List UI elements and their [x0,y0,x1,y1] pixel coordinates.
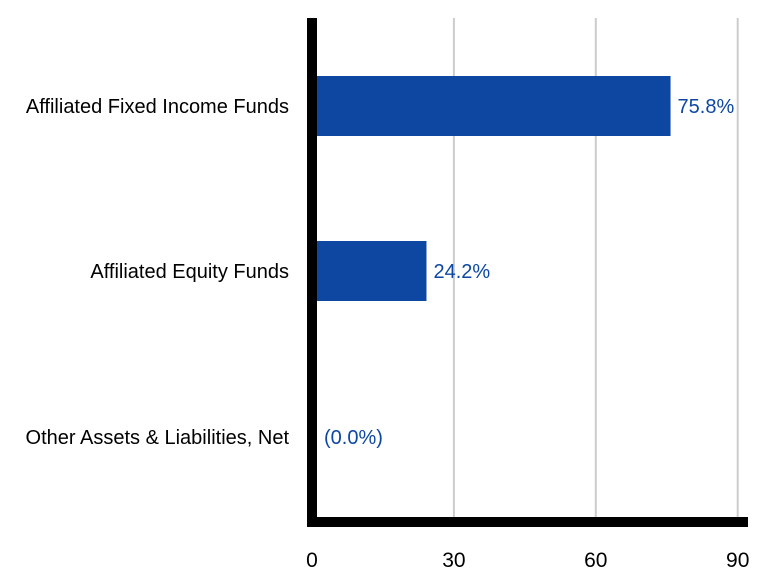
data-label-1: 24.2% [433,261,490,283]
x-tick-label-0: 0 [306,549,318,572]
bar-0 [317,76,671,136]
x-tick-labels: 0 30 60 90 [306,549,749,572]
data-label-0: 75.8% [678,96,735,118]
data-labels: 75.8% 24.2% (0.0%) [324,96,734,449]
category-label-2: Other Assets & Liabilities, Net [26,427,290,449]
bars [317,76,671,301]
bar-1 [317,241,427,301]
x-tick-label-60: 60 [584,549,607,572]
x-tick-label-30: 30 [442,549,465,572]
category-label-1: Affiliated Equity Funds [90,261,289,283]
data-label-2: (0.0%) [324,427,383,449]
category-label-0: Affiliated Fixed Income Funds [26,96,289,118]
category-labels: Affiliated Fixed Income Funds Affiliated … [26,96,290,449]
x-tick-label-90: 90 [726,549,749,572]
axes [307,18,748,527]
